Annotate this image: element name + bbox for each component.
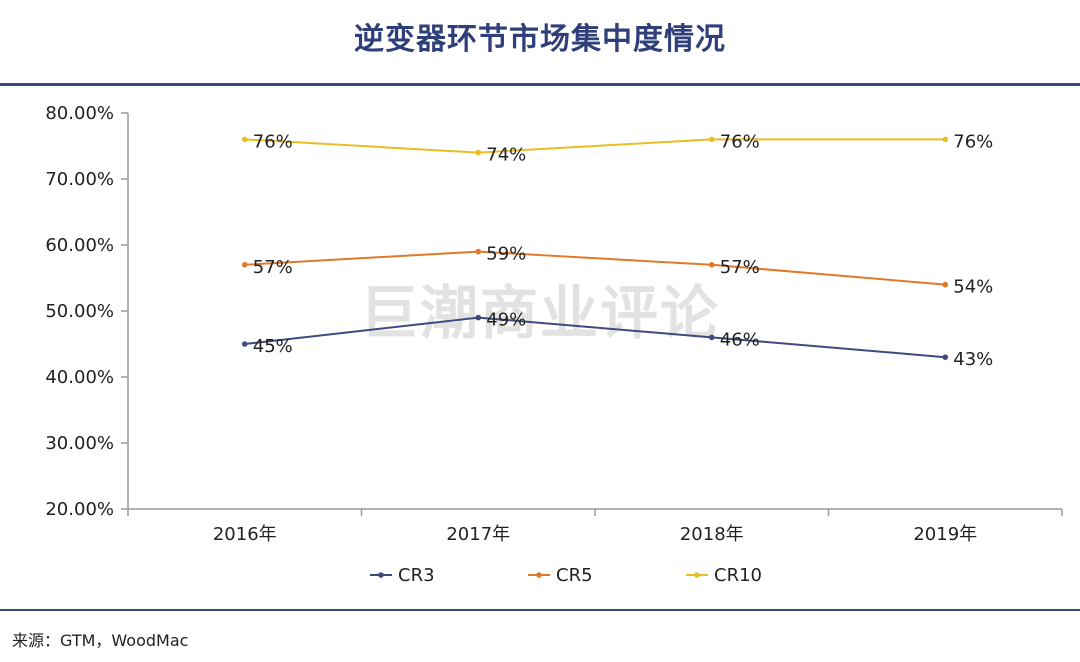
data-point-cr10 xyxy=(475,149,482,156)
chart-title: 逆变器环节市场集中度情况 xyxy=(354,22,726,57)
legend-label-cr5: CR5 xyxy=(556,565,593,586)
legend-label-cr10: CR10 xyxy=(714,565,762,586)
y-tick-label: 80.00% xyxy=(45,103,114,124)
data-point-cr5 xyxy=(942,281,949,288)
x-tick-label: 2019年 xyxy=(913,524,977,545)
watermark-text: 巨潮商业评论 xyxy=(360,279,720,347)
title-divider xyxy=(0,83,1080,86)
source-divider xyxy=(0,609,1080,611)
data-label-cr3: 49% xyxy=(486,310,526,331)
y-tick-label: 30.00% xyxy=(45,433,114,454)
x-tick-label: 2016年 xyxy=(213,524,277,545)
data-label-cr10: 76% xyxy=(253,131,293,152)
data-label-cr3: 43% xyxy=(953,349,993,370)
data-point-cr10 xyxy=(708,136,715,143)
data-label-cr10: 76% xyxy=(953,131,993,152)
data-label-cr3: 45% xyxy=(253,336,293,357)
series-line-cr3 xyxy=(244,316,946,359)
x-tick-label: 2018年 xyxy=(680,524,744,545)
data-label-cr10: 76% xyxy=(720,131,760,152)
data-label-cr5: 59% xyxy=(486,244,526,265)
source-note: 来源：GTM，WoodMac xyxy=(12,631,189,650)
data-label-cr5: 54% xyxy=(953,277,993,298)
data-point-cr3 xyxy=(475,314,482,321)
y-tick-label: 40.00% xyxy=(45,367,114,388)
y-tick-label: 50.00% xyxy=(45,301,114,322)
data-point-cr3 xyxy=(241,341,248,347)
y-tick-label: 70.00% xyxy=(45,169,114,190)
x-tick-label: 2017年 xyxy=(446,524,510,545)
legend-label-cr3: CR3 xyxy=(398,565,435,586)
data-point-cr5 xyxy=(241,262,248,268)
data-point-cr10 xyxy=(942,136,949,143)
legend-marker-cr5 xyxy=(536,572,542,578)
data-label-cr3: 46% xyxy=(720,329,760,350)
data-point-cr3 xyxy=(708,334,715,341)
series-line-cr10 xyxy=(244,138,946,154)
legend-marker-cr10 xyxy=(694,572,700,578)
data-point-cr3 xyxy=(942,354,949,361)
data-point-cr10 xyxy=(241,136,248,143)
data-label-cr5: 57% xyxy=(720,257,760,278)
data-label-cr5: 57% xyxy=(253,257,293,278)
data-point-cr5 xyxy=(708,262,715,268)
legend-marker-cr3 xyxy=(378,572,384,578)
data-label-cr10: 74% xyxy=(486,145,526,166)
y-tick-label: 60.00% xyxy=(45,235,114,256)
y-tick-label: 20.00% xyxy=(45,499,114,520)
series-line-cr5 xyxy=(244,250,946,286)
data-point-cr5 xyxy=(475,248,482,255)
